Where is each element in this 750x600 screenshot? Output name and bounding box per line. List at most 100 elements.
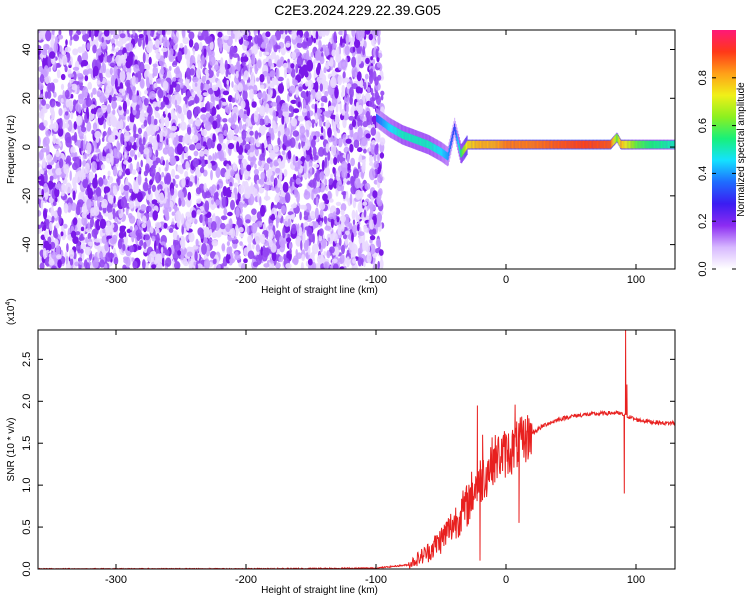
noise-cell (304, 71, 309, 78)
noise-cell (365, 110, 371, 123)
noise-cell (287, 146, 291, 151)
noise-cell (325, 119, 330, 130)
noise-cell (161, 47, 168, 52)
noise-cell (48, 66, 52, 73)
noise-cell (241, 61, 246, 67)
noise-cell (235, 90, 239, 100)
noise-cell (343, 77, 350, 83)
noise-cell (332, 166, 336, 174)
signal-cell (486, 140, 488, 149)
noise-cell (340, 203, 347, 212)
noise-cell (339, 266, 346, 269)
noise-cell (137, 151, 141, 158)
noise-cell (203, 169, 208, 177)
signal-cell (489, 140, 491, 149)
noise-cell (378, 188, 383, 197)
noise-cell (61, 50, 66, 56)
noise-cell (107, 212, 114, 221)
noise-cell (44, 230, 49, 239)
noise-cell (180, 86, 184, 96)
noise-cell (74, 156, 81, 169)
noise-cell (156, 263, 163, 269)
signal-cell (528, 140, 530, 149)
signal-cell (539, 140, 541, 149)
noise-cell (43, 209, 48, 220)
noise-cell (146, 151, 149, 163)
noise-cell (243, 258, 248, 264)
noise-cell (90, 30, 94, 42)
signal-cell (503, 140, 506, 149)
noise-cell (90, 217, 94, 228)
noise-cell (86, 142, 92, 155)
signal-cell (433, 143, 435, 152)
noise-cell (88, 30, 92, 38)
noise-cell (260, 233, 266, 245)
noise-cell (203, 159, 209, 165)
signal-cell (635, 140, 637, 149)
signal-cell (508, 140, 510, 149)
signal-cell (574, 140, 576, 149)
noise-cell (67, 52, 70, 58)
noise-cell (177, 164, 184, 174)
noise-cell (307, 79, 314, 91)
signal-cell (457, 139, 460, 148)
noise-cell (220, 215, 228, 220)
noise-cell (173, 67, 181, 75)
noise-cell (268, 229, 274, 240)
noise-cell (252, 155, 256, 165)
noise-cell (241, 129, 247, 141)
signal-cell (450, 137, 453, 146)
noise-cell (369, 243, 376, 255)
noise-cell (226, 241, 230, 247)
signal-cell (383, 119, 385, 128)
signal-cell (393, 126, 396, 135)
noise-cell (298, 142, 301, 150)
noise-cell (154, 253, 162, 264)
signal-cell (659, 140, 662, 149)
noise-cell (242, 124, 247, 131)
noise-cell (198, 36, 204, 41)
noise-cell (127, 213, 133, 219)
noise-cell (358, 63, 364, 69)
noise-cell (215, 167, 221, 179)
noise-cell (271, 51, 276, 60)
signal-cell (494, 140, 496, 149)
noise-cell (43, 43, 50, 51)
noise-cell (328, 180, 332, 186)
noise-cell (199, 166, 205, 174)
noise-cell (38, 224, 42, 229)
noise-cell (330, 216, 334, 229)
noise-cell (219, 62, 226, 75)
signal-cell (670, 140, 672, 149)
noise-cell (266, 73, 271, 84)
noise-cell (291, 258, 299, 264)
x-tick-label: 0 (503, 274, 509, 286)
noise-cell (289, 248, 292, 255)
noise-cell (43, 224, 47, 231)
noise-cell (86, 121, 92, 132)
noise-cell (131, 94, 138, 103)
signal-cell (564, 140, 566, 149)
noise-cell (265, 181, 273, 186)
signal-cell (454, 123, 456, 132)
signal-cell (577, 140, 579, 149)
noise-cell (206, 79, 210, 85)
noise-cell (110, 114, 117, 127)
signal-cell (578, 140, 580, 149)
noise-cell (295, 177, 301, 185)
noise-cell (253, 30, 257, 37)
noise-cell (231, 81, 234, 88)
signal-cell (397, 128, 399, 136)
noise-cell (92, 259, 99, 269)
noise-cell (165, 184, 168, 196)
signal-cell (481, 140, 483, 149)
noise-cell (91, 161, 98, 173)
signal-cell (489, 140, 492, 149)
noise-cell (338, 30, 344, 36)
noise-cell (49, 175, 54, 182)
signal-cell (635, 140, 637, 149)
signal-cell (541, 140, 543, 149)
noise-cell (96, 90, 101, 97)
noise-cell (313, 37, 317, 44)
signal-cell (590, 140, 592, 149)
